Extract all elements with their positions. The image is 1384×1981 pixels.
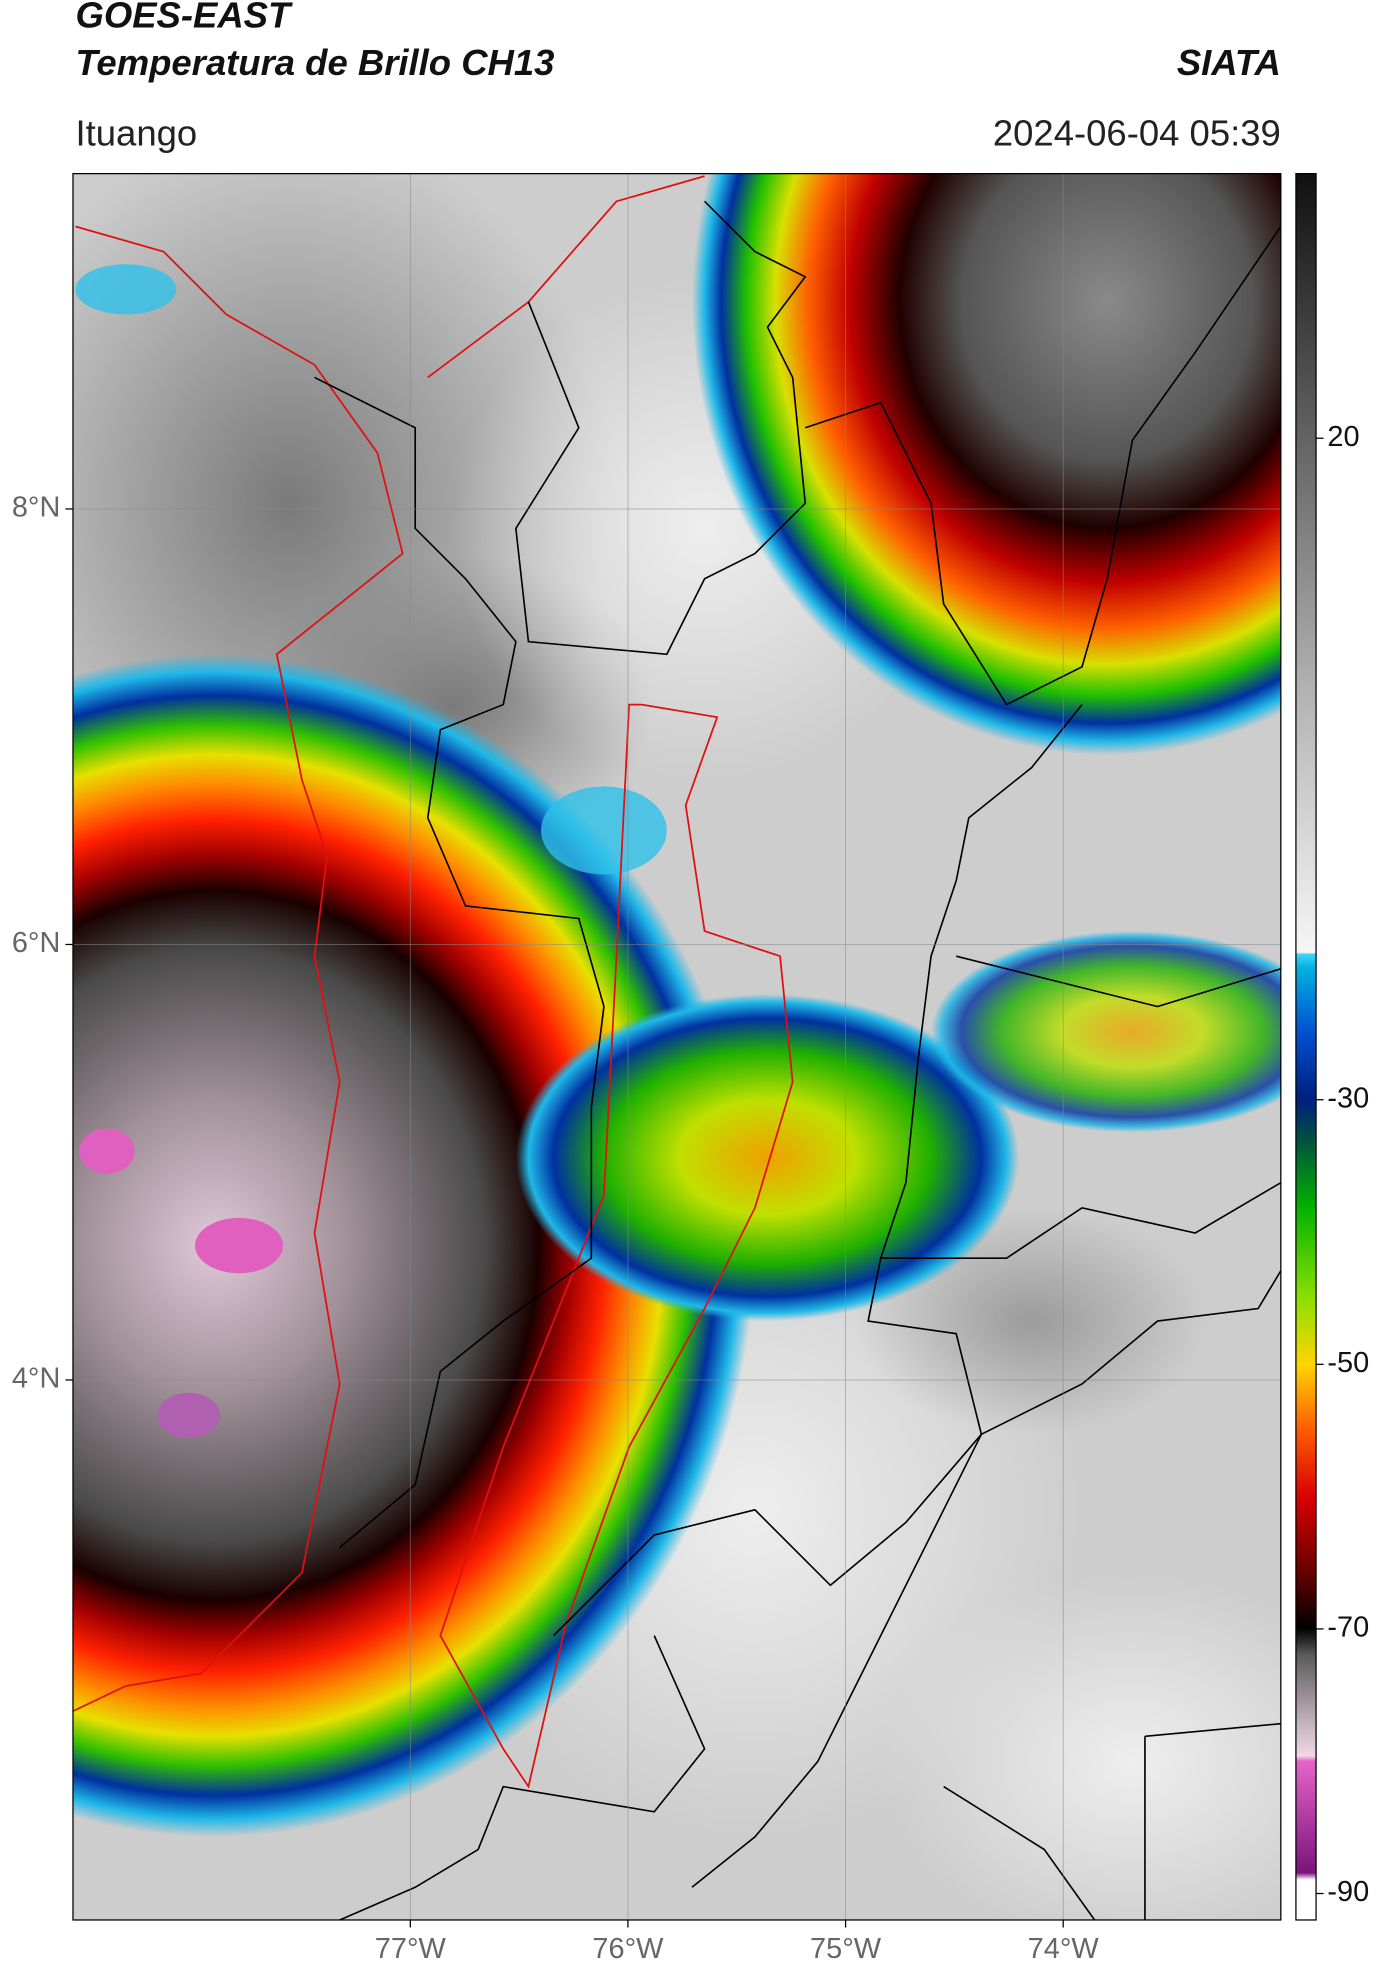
title: GOES-EAST (75, 0, 293, 35)
colorbar-tick-label: -90 (1327, 1876, 1369, 1908)
y-tick-label: 4°N (12, 1363, 61, 1395)
colorbar-tick-label: -70 (1327, 1612, 1369, 1644)
subtitle: Temperatura de Brillo CH13 (75, 42, 554, 83)
x-tick-label: 76°W (592, 1933, 664, 1965)
x-tick-label: 77°W (375, 1933, 447, 1965)
x-tick-label: 74°W (1028, 1933, 1100, 1965)
colorbar-tick-label: 20 (1327, 421, 1359, 453)
grid (72, 173, 1281, 1920)
y-tick-label: 6°N (12, 927, 61, 959)
y-tick-label: 8°N (12, 492, 61, 524)
colorbar-tick-label: -30 (1327, 1082, 1369, 1114)
map-frame (72, 172, 1282, 1921)
colorbar-tick-label: -50 (1327, 1347, 1369, 1379)
datetime: 2024-06-04 05:39 (993, 113, 1281, 154)
location: Ituango (75, 113, 197, 154)
colorbar (1295, 172, 1317, 1921)
x-tick-label: 75°W (810, 1933, 882, 1965)
source: SIATA (1177, 42, 1281, 83)
